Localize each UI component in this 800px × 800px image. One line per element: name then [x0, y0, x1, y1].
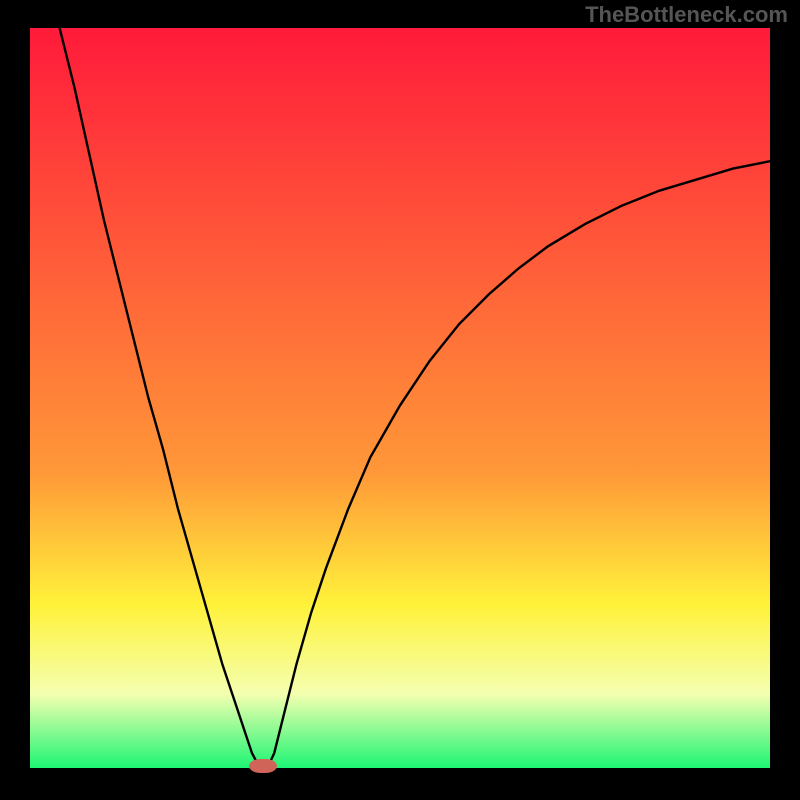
bottleneck-curve: [60, 28, 770, 766]
minimum-marker: [249, 759, 277, 773]
curve-svg: [30, 28, 770, 768]
watermark-text: TheBottleneck.com: [585, 2, 788, 28]
chart-container: TheBottleneck.com: [0, 0, 800, 800]
plot-area: [30, 28, 770, 768]
